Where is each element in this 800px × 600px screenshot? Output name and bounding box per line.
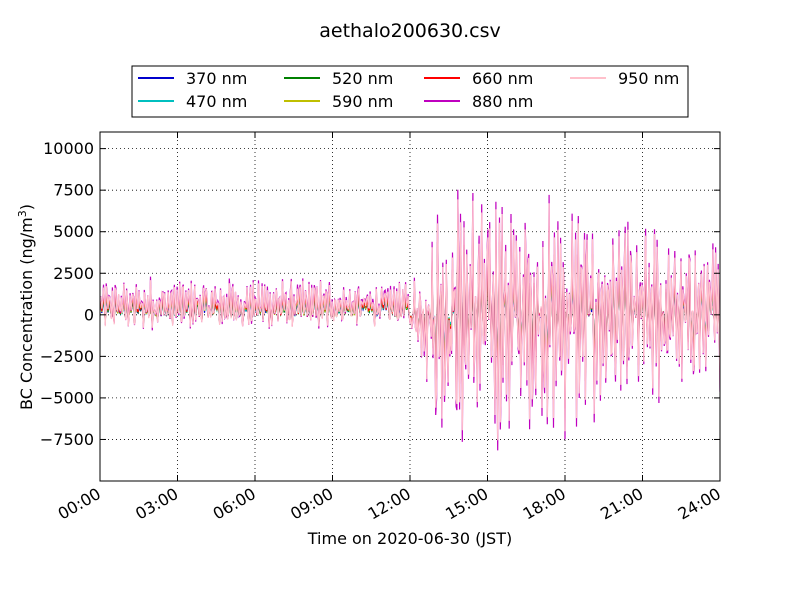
x-tick-label: 00:00 [55,484,104,524]
y-axis: 10000 7500 5000 2500 0 −2500 −5000 −7500 [40,139,720,449]
x-tick-label: 09:00 [287,484,336,524]
x-axis-label: Time on 2020-06-30 (JST) [307,529,512,548]
legend: 370 nm 470 nm 520 nm 590 nm 660 nm 880 nm 950 … [131,65,689,118]
y-tick-label: 7500 [53,181,94,200]
x-tick-label: 03:00 [132,484,181,524]
x-tick-label: 12:00 [365,484,414,524]
x-tick-label: 21:00 [597,484,646,524]
y-axis-label-main: BC Concentration (ng/m [17,217,36,410]
x-tick-label: 24:00 [675,484,724,524]
y-tick-label: 2500 [53,264,94,283]
legend-label: 520 nm [332,69,393,88]
x-tick-label: 06:00 [210,484,259,524]
legend-label: 590 nm [332,92,393,111]
y-tick-label: 5000 [53,222,94,241]
y-tick-label: −7500 [40,430,94,449]
legend-label: 660 nm [472,69,533,88]
legend-label: 880 nm [472,92,533,111]
legend-box [131,65,689,118]
legend-label: 370 nm [186,69,247,88]
x-tick-label: 15:00 [442,484,491,524]
legend-label: 950 nm [618,69,679,88]
chart-title: aethalo200630.csv [319,20,501,42]
y-axis-label-superscript: 3 [16,210,29,217]
y-tick-label: 10000 [43,139,94,158]
x-tick-label: 18:00 [520,484,569,524]
y-tick-label: 0 [84,305,94,324]
series-group [100,189,720,451]
legend-label: 470 nm [186,92,247,111]
y-axis-label-suffix: ) [17,204,36,210]
series-line [100,199,720,441]
y-tick-label: −2500 [40,347,94,366]
y-tick-label: −5000 [40,388,94,407]
y-axis-label: BC Concentration (ng/m3) [16,204,36,410]
